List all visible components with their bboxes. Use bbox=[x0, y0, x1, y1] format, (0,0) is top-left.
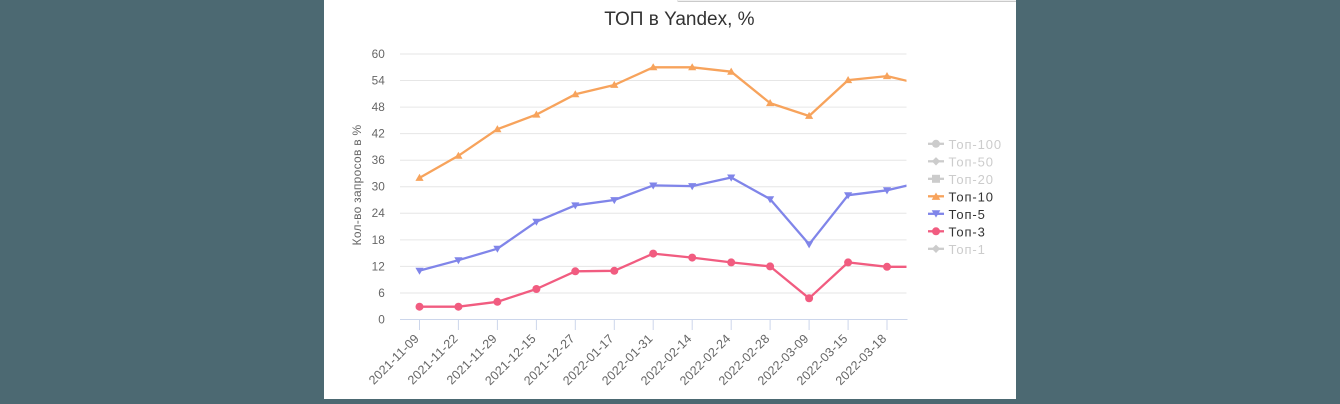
svg-text:24: 24 bbox=[372, 206, 386, 220]
svg-text:48: 48 bbox=[372, 100, 386, 114]
svg-text:18: 18 bbox=[372, 233, 386, 247]
svg-text:Кол-во запросов в %: Кол-во запросов в % bbox=[350, 125, 364, 246]
svg-text:Топ-100: Топ-100 bbox=[949, 137, 1003, 152]
svg-text:36: 36 bbox=[372, 153, 386, 167]
svg-text:Топ-1: Топ-1 bbox=[949, 242, 986, 257]
svg-text:42: 42 bbox=[372, 127, 385, 141]
svg-text:Топ-10: Топ-10 bbox=[949, 189, 994, 204]
svg-text:12: 12 bbox=[372, 259, 385, 273]
svg-text:6: 6 bbox=[378, 286, 385, 300]
svg-text:Топ-50: Топ-50 bbox=[949, 154, 994, 169]
svg-text:Топ-20: Топ-20 bbox=[949, 172, 994, 187]
svg-text:54: 54 bbox=[372, 73, 386, 87]
svg-text:30: 30 bbox=[372, 180, 386, 194]
svg-text:Топ-5: Топ-5 bbox=[949, 207, 986, 222]
svg-text:0: 0 bbox=[378, 312, 385, 326]
svg-text:60: 60 bbox=[372, 47, 386, 61]
svg-text:Топ-3: Топ-3 bbox=[949, 224, 986, 239]
svg-text:ТОП в Yandex, %: ТОП в Yandex, % bbox=[604, 9, 754, 30]
